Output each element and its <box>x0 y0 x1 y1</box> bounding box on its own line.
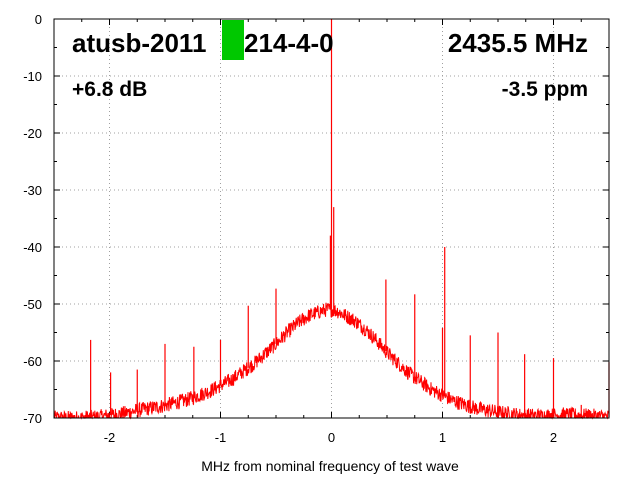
tick-labels: -2 -1 0 1 20-10-20-30-40-50-60-70 <box>23 12 557 445</box>
device-label-suffix: 214-4-0 <box>244 28 334 58</box>
frequency-label: 2435.5 MHz <box>448 28 588 58</box>
y-tick-label: -30 <box>23 183 42 198</box>
y-tick-label: -10 <box>23 69 42 84</box>
x-axis-title: MHz from nominal frequency of test wave <box>201 458 459 474</box>
y-tick-label: -50 <box>23 297 42 312</box>
plot-frame <box>53 18 610 419</box>
device-label: atusb-2011 <box>72 28 206 58</box>
y-tick-label: -20 <box>23 126 42 141</box>
y-tick-label: -70 <box>23 411 42 426</box>
y-tick-label: 0 <box>35 12 42 27</box>
y-tick-label: -60 <box>23 354 42 369</box>
x-tick-label: 0 <box>328 430 335 445</box>
x-tick-label: 1 <box>439 430 446 445</box>
color-marker <box>222 20 244 60</box>
gain-label: +6.8 dB <box>72 78 147 101</box>
y-tick-label: -40 <box>23 240 42 255</box>
ppm-label: -3.5 ppm <box>502 78 588 101</box>
x-tick-label: 2 <box>550 430 557 445</box>
x-tick-label: -1 <box>215 430 227 445</box>
x-tick-label: -2 <box>104 430 116 445</box>
spectrum-noise-line <box>53 302 610 420</box>
